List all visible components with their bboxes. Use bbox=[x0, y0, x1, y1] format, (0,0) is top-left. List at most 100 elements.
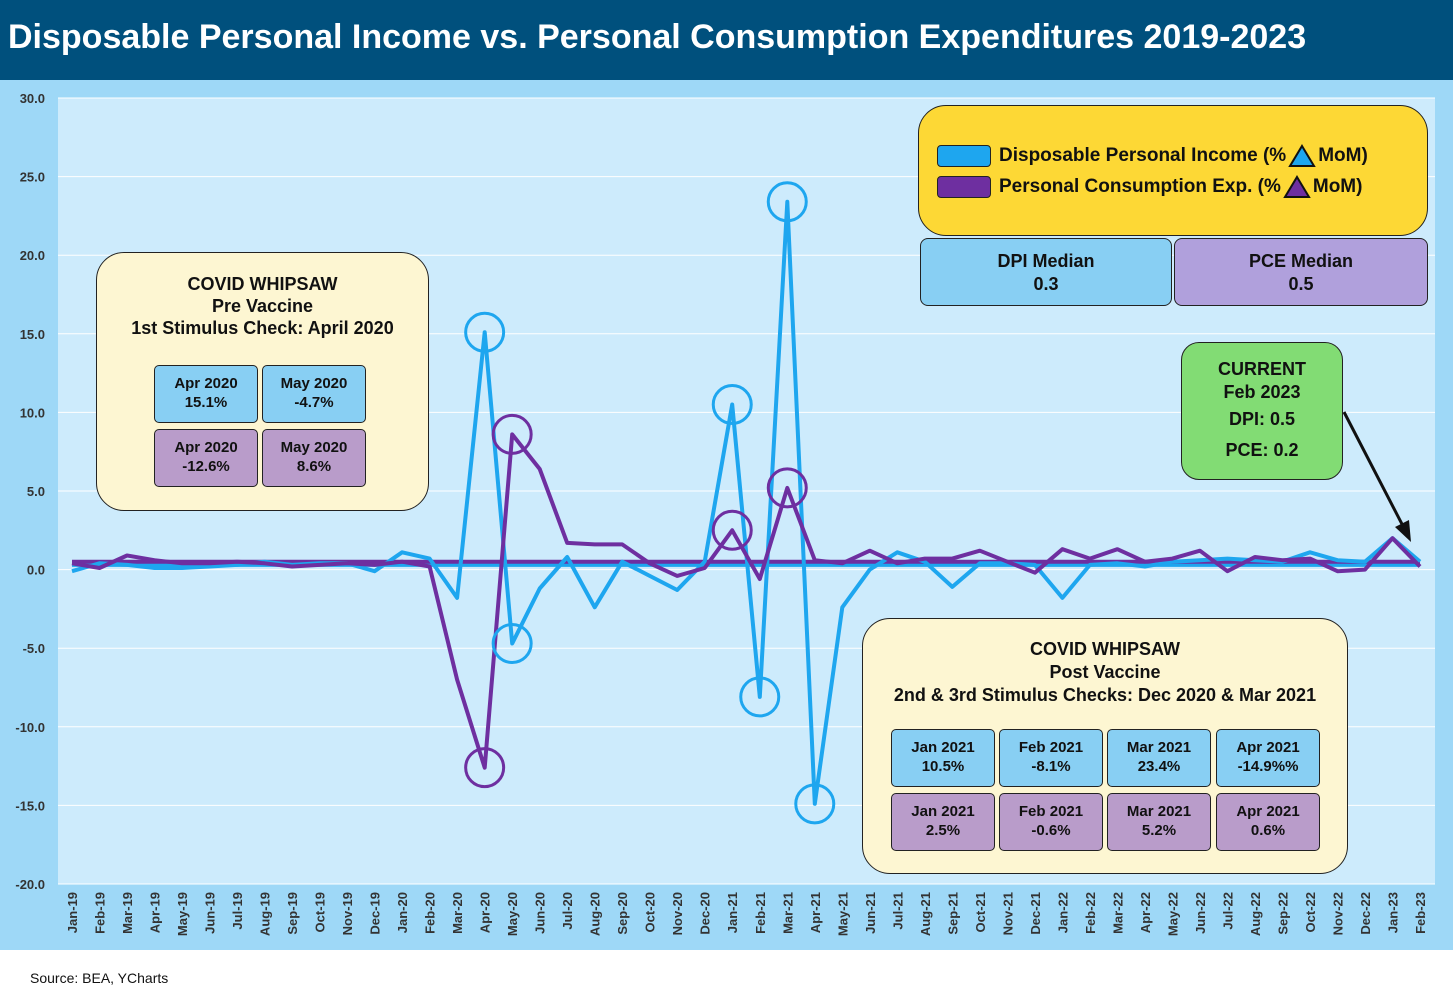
highlight-circle-dpi bbox=[794, 783, 836, 825]
x-tick-label: Oct-22 bbox=[1303, 892, 1318, 932]
dpi-median-box: DPI Median 0.3 bbox=[920, 238, 1172, 306]
highlight-circle-pce bbox=[711, 509, 753, 551]
highlight-circles bbox=[464, 181, 836, 825]
x-tick-label: Feb-23 bbox=[1413, 892, 1428, 934]
dpi-median-label: DPI Median bbox=[997, 251, 1095, 271]
x-tick-label: Jun-19 bbox=[203, 892, 218, 934]
pre-pce-cell: May 2020 8.6% bbox=[262, 429, 366, 487]
y-tick-label: 25.0 bbox=[20, 170, 45, 185]
x-tick-label: Dec-21 bbox=[1028, 892, 1043, 935]
x-tick-label: Feb-21 bbox=[753, 892, 768, 934]
x-tick-label: May-21 bbox=[835, 892, 850, 936]
highlight-circle-dpi bbox=[491, 622, 533, 664]
x-tick-label: Dec-22 bbox=[1358, 892, 1373, 935]
current-pce: PCE: 0.2 bbox=[1225, 440, 1299, 460]
y-tick-label: 5.0 bbox=[27, 484, 45, 499]
y-tick-label: -5.0 bbox=[23, 641, 45, 656]
cell-value: -14.9%% bbox=[1237, 758, 1299, 775]
highlight-circle-dpi bbox=[766, 181, 808, 223]
cell-month: Feb 2021 bbox=[1018, 803, 1084, 820]
delta-triangle-icon bbox=[1288, 144, 1316, 167]
cell-month: Mar 2021 bbox=[1126, 803, 1192, 820]
cell-value: -0.6% bbox=[1031, 822, 1071, 839]
post-vaccine-note: 2nd & 3rd Stimulus Checks: Dec 2020 & Ma… bbox=[893, 685, 1317, 705]
x-tick-label: Jun-22 bbox=[1193, 892, 1208, 934]
y-tick-label: -20.0 bbox=[15, 877, 45, 892]
y-tick-label: 10.0 bbox=[20, 405, 45, 420]
x-tick-label: Sep-20 bbox=[615, 892, 630, 935]
highlight-circle-dpi bbox=[464, 311, 506, 353]
legend: Disposable Personal Income (% MoM) Person… bbox=[918, 105, 1428, 236]
pre-pce-cell: Apr 2020 -12.6% bbox=[154, 429, 258, 487]
x-tick-label: Dec-19 bbox=[368, 892, 383, 935]
pce-median-value: 0.5 bbox=[1288, 274, 1314, 294]
pre-vaccine-heading: COVID WHIPSAW bbox=[187, 274, 338, 294]
post-dpi-cell: Apr 2021 -14.9%% bbox=[1216, 729, 1320, 787]
y-tick-label: -15.0 bbox=[15, 798, 45, 813]
cell-month: Apr 2020 bbox=[174, 375, 238, 392]
current-dpi: DPI: 0.5 bbox=[1228, 409, 1296, 429]
y-tick-labels: 30.0 25.0 20.0 15.0 10.0 5.0 0.0 -5.0 -10.0 -15.0… bbox=[15, 91, 45, 892]
y-tick-label: 0.0 bbox=[27, 563, 45, 578]
x-tick-label: Mar-20 bbox=[450, 892, 465, 934]
x-tick-label: Apr-22 bbox=[1138, 892, 1153, 933]
highlight-circle-pce bbox=[464, 747, 506, 789]
x-tick-label: May-22 bbox=[1165, 892, 1180, 936]
series-lines bbox=[71, 199, 1422, 806]
x-tick-label: Aug-21 bbox=[918, 892, 933, 936]
x-tick-label: Oct-21 bbox=[973, 892, 988, 932]
post-pce-cell: Jan 2021 2.5% bbox=[891, 793, 995, 851]
cell-value: 23.4% bbox=[1137, 758, 1181, 775]
post-pce-cell: Mar 2021 5.2% bbox=[1107, 793, 1211, 851]
x-tick-label: Jul-19 bbox=[230, 892, 245, 930]
current-title: CURRENT bbox=[1218, 359, 1306, 379]
cell-month: May 2020 bbox=[280, 439, 348, 456]
x-tick-label: Feb-19 bbox=[93, 892, 108, 934]
x-tick-label: Mar-22 bbox=[1110, 892, 1125, 934]
post-pce-cell: Apr 2021 0.6% bbox=[1216, 793, 1320, 851]
x-tick-labels: Jan-19 Feb-19 Mar-19 Apr-19 May-19 Jun-19 Jul-… bbox=[65, 892, 1428, 936]
cell-month: Jan 2021 bbox=[911, 739, 975, 756]
cell-value: -12.6% bbox=[182, 458, 230, 475]
pre-dpi-cell: May 2020 -4.7% bbox=[262, 365, 366, 423]
legend-suffix-dpi: MoM) bbox=[1318, 145, 1368, 167]
current-callout: CURRENT Feb 2023 DPI: 0.5 PCE: 0.2 bbox=[1181, 342, 1343, 480]
legend-item-dpi: Disposable Personal Income (% MoM) bbox=[937, 144, 1368, 168]
cell-value: 0.6% bbox=[1250, 822, 1286, 839]
x-tick-label: Sep-22 bbox=[1275, 892, 1290, 935]
cell-value: -8.1% bbox=[1031, 758, 1071, 775]
cell-value: 8.6% bbox=[296, 458, 332, 475]
y-tick-label: -10.0 bbox=[15, 720, 45, 735]
current-date: Feb 2023 bbox=[1223, 382, 1301, 402]
delta-triangle-icon bbox=[1283, 175, 1311, 198]
cell-month: Apr 2021 bbox=[1236, 739, 1300, 756]
x-tick-label: Jan-23 bbox=[1385, 892, 1400, 933]
x-tick-label: Apr-19 bbox=[148, 892, 163, 933]
x-tick-label: Aug-22 bbox=[1248, 892, 1263, 936]
x-tick-label: Apr-21 bbox=[808, 892, 823, 933]
pce-median-box: PCE Median 0.5 bbox=[1174, 238, 1428, 306]
post-vaccine-heading: COVID WHIPSAW bbox=[1029, 639, 1180, 659]
x-tick-label: Jul-22 bbox=[1220, 892, 1235, 930]
x-tick-label: Jun-20 bbox=[533, 892, 548, 934]
highlight-circle-pce bbox=[766, 467, 808, 509]
pce-median-label: PCE Median bbox=[1248, 251, 1354, 271]
cell-value: 5.2% bbox=[1141, 822, 1177, 839]
cell-value: 2.5% bbox=[925, 822, 961, 839]
post-dpi-cell: Feb 2021 -8.1% bbox=[999, 729, 1103, 787]
title-bar: Disposable Personal Income vs. Personal … bbox=[0, 0, 1453, 80]
x-tick-label: Jan-19 bbox=[65, 892, 80, 933]
x-tick-label: Aug-19 bbox=[258, 892, 273, 936]
x-tick-label: Oct-20 bbox=[643, 892, 658, 932]
chart-title: Disposable Personal Income vs. Personal … bbox=[8, 18, 1307, 56]
cell-month: Feb 2021 bbox=[1018, 739, 1084, 756]
cell-value: 15.1% bbox=[184, 394, 228, 411]
x-tick-label: Jan-22 bbox=[1055, 892, 1070, 933]
cell-month: May 2020 bbox=[280, 375, 348, 392]
legend-label-dpi: Disposable Personal Income (% bbox=[999, 145, 1287, 167]
highlight-circle-pce bbox=[491, 413, 533, 455]
series-line-pce bbox=[71, 432, 1422, 770]
x-tick-label: Jul-21 bbox=[890, 892, 905, 930]
dpi-median-value: 0.3 bbox=[1033, 274, 1059, 294]
current-arrow bbox=[1342, 411, 1411, 542]
